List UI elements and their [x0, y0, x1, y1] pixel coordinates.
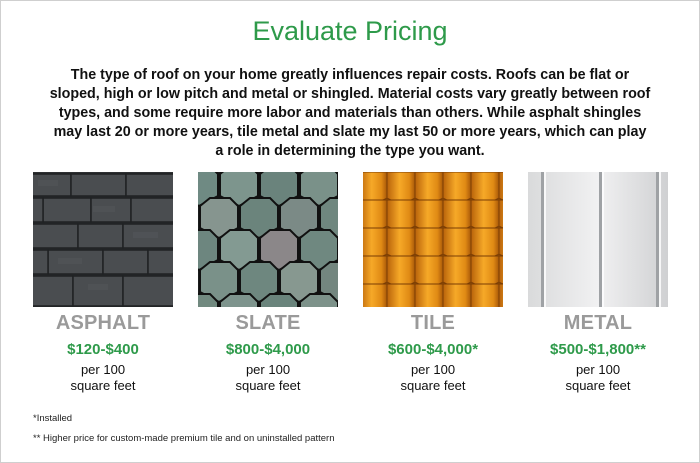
price-unit-line2: square feet: [565, 378, 631, 393]
page-title: Evaluate Pricing: [252, 16, 448, 46]
material-name: METAL: [563, 312, 633, 334]
material-name: TILE: [410, 312, 456, 334]
price-unit-line1: per 100: [80, 362, 126, 377]
footnote-custom: ** Higher price for custom-made premium …: [33, 433, 335, 444]
clay-tile-texture: [363, 172, 503, 307]
material-column-metal: METAL $500-$1,800** per 100 square feet: [513, 311, 683, 394]
price-unit-line2: square feet: [235, 378, 301, 393]
metal-panel-texture: [528, 172, 668, 307]
price-unit-line2: square feet: [70, 378, 136, 393]
price-unit-line1: per 100: [245, 362, 291, 377]
price-unit-line2: square feet: [400, 378, 466, 393]
asphalt-shingle-texture: [33, 172, 173, 307]
material-column-slate: SLATE $800-$4,000 per 100 square feet: [183, 311, 353, 394]
footnote-installed: *Installed: [33, 413, 73, 424]
material-name: ASPHALT: [55, 312, 151, 334]
material-price: $500-$1,800**: [550, 341, 646, 358]
price-unit-line1: per 100: [575, 362, 621, 377]
intro-paragraph: The type of roof on your home greatly in…: [49, 67, 651, 159]
slate-shingle-texture: [198, 172, 338, 307]
material-name: SLATE: [235, 312, 301, 334]
material-price: $120-$400: [67, 341, 139, 358]
material-price: $600-$4,000*: [387, 341, 479, 358]
material-price: $800-$4,000: [225, 341, 311, 358]
material-column-asphalt: ASPHALT $120-$400 per 100 square feet: [18, 311, 188, 394]
material-column-tile: TILE $600-$4,000* per 100 square feet: [348, 311, 518, 394]
price-unit-line1: per 100: [410, 362, 456, 377]
